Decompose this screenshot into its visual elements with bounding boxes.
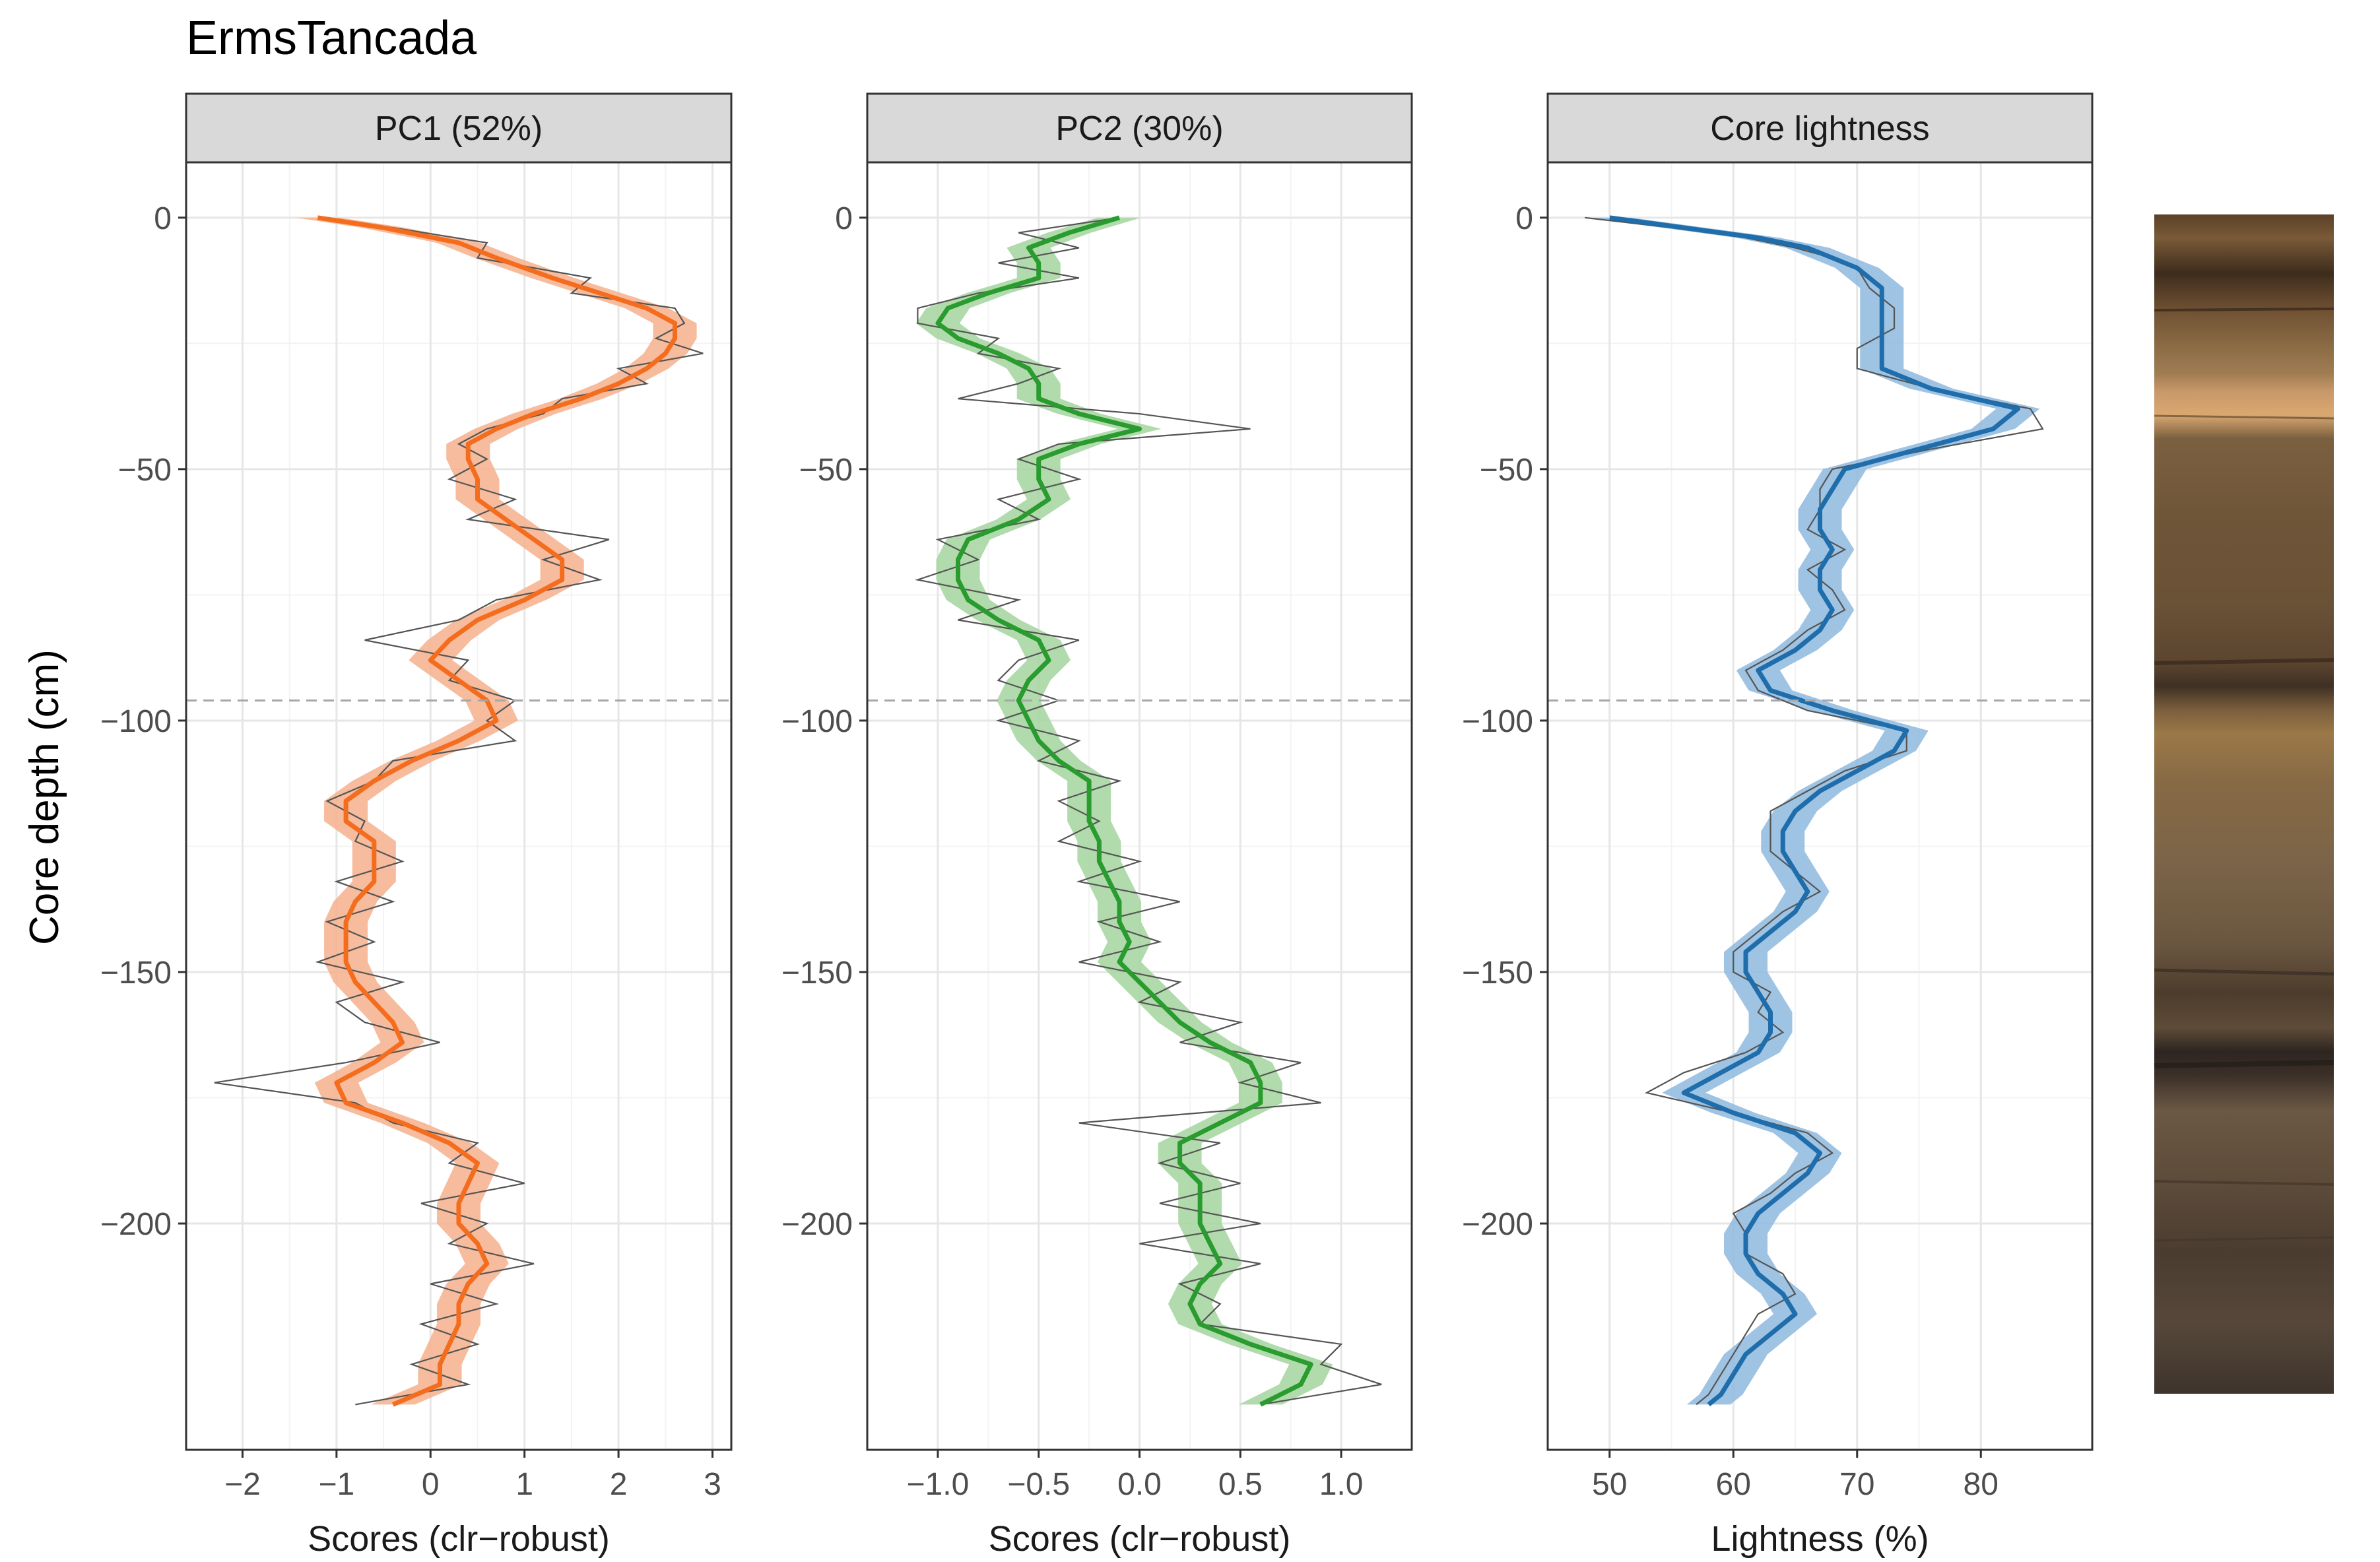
y-tick-label: −200 xyxy=(100,1207,172,1242)
y-tick-label: −50 xyxy=(1480,453,1533,488)
x-axis-label: Lightness (%) xyxy=(1711,1519,1929,1559)
x-tick-label: 0.0 xyxy=(1117,1467,1162,1502)
y-tick-label: −100 xyxy=(1462,704,1533,739)
facet-strip-label: PC2 (30%) xyxy=(1055,110,1223,148)
panel-2: PC2 (30%) −1.0 −0.5 0.0 0.5 1.0 0 −50 −100 −150 −2… xyxy=(781,92,1413,1559)
y-tick-label: −150 xyxy=(1462,956,1533,991)
x-axis-label: Scores (clr−robust) xyxy=(989,1519,1291,1559)
y-tick-label: −50 xyxy=(799,453,853,488)
uncertainty-band xyxy=(1587,217,2040,1405)
x-tick-label: 1 xyxy=(515,1467,533,1502)
x-tick-label: 2 xyxy=(610,1467,628,1502)
y-tick-label: −200 xyxy=(1462,1207,1533,1242)
x-tick-label: 50 xyxy=(1592,1467,1627,1502)
x-tick-label: 70 xyxy=(1839,1467,1874,1502)
core-image xyxy=(2154,214,2334,1394)
x-tick-label: 1.0 xyxy=(1319,1467,1364,1502)
facet-strip-label: Core lightness xyxy=(1710,110,1929,148)
x-tick-label: 0 xyxy=(422,1467,440,1502)
uncertainty-band xyxy=(915,217,1333,1405)
uncertainty-band xyxy=(296,217,697,1405)
x-tick-label: 60 xyxy=(1716,1467,1751,1502)
y-tick-label: 0 xyxy=(835,201,853,236)
x-tick-label: −1 xyxy=(318,1467,354,1502)
panels: PC1 (52%) −2 −1 0 1 2 3 0 −50 −100 −150 −200 Scores … xyxy=(100,92,2094,1559)
smoothed-series-line xyxy=(317,215,678,1407)
facet-strip xyxy=(185,92,733,164)
x-axis-label: Scores (clr−robust) xyxy=(308,1519,610,1559)
facet-strip xyxy=(1546,92,2094,164)
x-tick-label: 80 xyxy=(1964,1467,1999,1502)
x-tick-label: −1.0 xyxy=(907,1467,970,1502)
y-tick-label: 0 xyxy=(154,201,172,236)
x-tick-label: 3 xyxy=(704,1467,721,1502)
figure-title: ErmsTancada xyxy=(186,12,477,65)
y-tick-label: −100 xyxy=(781,704,853,739)
y-tick-label: −200 xyxy=(781,1207,853,1242)
y-tick-label: −100 xyxy=(100,704,172,739)
panel-3: Core lightness 50 60 70 80 0 −50 −100 −150 −200 Li… xyxy=(1462,92,2094,1559)
x-tick-label: −0.5 xyxy=(1007,1467,1070,1502)
facet-strip xyxy=(866,92,1413,164)
smoothed-series-line xyxy=(1609,215,2020,1407)
y-tick-label: −150 xyxy=(781,956,853,991)
x-tick-label: −2 xyxy=(224,1467,261,1502)
y-tick-label: −150 xyxy=(100,956,172,991)
y-tick-label: 0 xyxy=(1515,201,1533,236)
y-axis-label: Core depth (cm) xyxy=(22,649,67,945)
raw-series-line xyxy=(1585,216,2044,1406)
panel-1: PC1 (52%) −2 −1 0 1 2 3 0 −50 −100 −150 −200 Scores … xyxy=(100,92,733,1559)
x-tick-label: 0.5 xyxy=(1218,1467,1263,1502)
y-tick-label: −50 xyxy=(118,453,172,488)
smoothed-series-line xyxy=(935,215,1313,1407)
facet-strip-label: PC1 (52%) xyxy=(375,110,543,148)
